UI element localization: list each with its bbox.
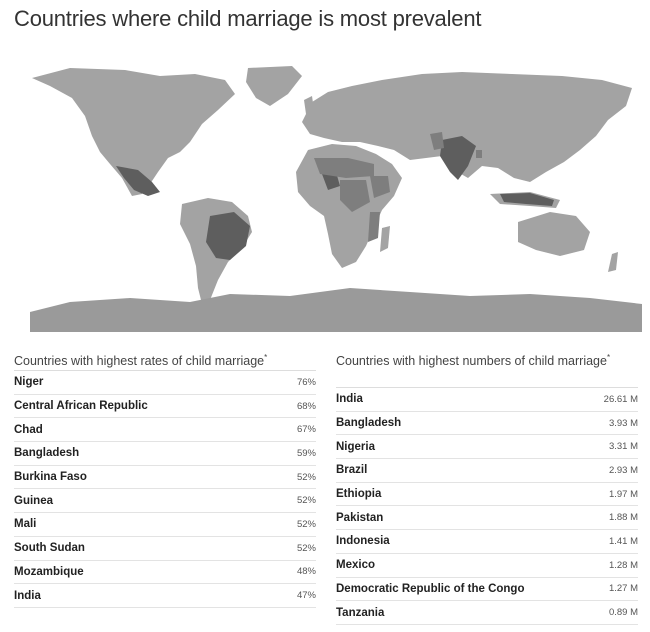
- highlight-central-africa: [340, 180, 370, 212]
- numbers-table-title: Countries with highest numbers of child …: [336, 350, 638, 388]
- rates-table-value: 47%: [296, 590, 316, 602]
- rates-table-row: South Sudan 52%: [14, 537, 316, 561]
- numbers-table-value: 1.97 M: [608, 488, 638, 500]
- highlight-mexico: [116, 166, 160, 196]
- rates-table-row: India 47%: [14, 584, 316, 608]
- antarctica: [30, 288, 642, 332]
- rates-table-country: Burkina Faso: [14, 471, 87, 484]
- numbers-table-value: 1.41 M: [608, 535, 638, 547]
- madagascar: [380, 226, 390, 252]
- numbers-table-country: Democratic Republic of the Congo: [336, 582, 525, 595]
- rates-table-row: Guinea 52%: [14, 489, 316, 514]
- rates-table-row: Mozambique 48%: [14, 561, 316, 585]
- rates-table-rows: Niger 76% Central African Republic 68% Chad 6…: [14, 371, 316, 608]
- numbers-table-country: Ethiopia: [336, 488, 382, 501]
- rates-table-value: 48%: [296, 566, 316, 578]
- numbers-table-rows: India 26.61 M Bangladesh 3.93 M Nigeria 3.31 …: [336, 388, 638, 625]
- highlight-mid-layer: [314, 132, 482, 242]
- rates-table-value: 76%: [296, 376, 316, 388]
- numbers-table-row: Mexico 1.28 M: [336, 554, 638, 578]
- numbers-table-value: 1.28 M: [608, 559, 638, 571]
- north-america: [32, 68, 235, 196]
- highlight-india: [440, 136, 476, 180]
- highlight-sahel: [314, 158, 374, 178]
- numbers-table-row: Indonesia 1.41 M: [336, 530, 638, 554]
- rates-table-title: Countries with highest rates of child ma…: [14, 350, 316, 371]
- rates-table-country: South Sudan: [14, 542, 85, 555]
- rates-table-value: 52%: [296, 495, 316, 507]
- rates-table-value: 52%: [296, 542, 316, 554]
- new-zealand: [608, 252, 618, 272]
- highlight-nigeria: [322, 172, 340, 190]
- rates-table-country: Mali: [14, 518, 37, 531]
- highlight-indonesia: [500, 193, 554, 206]
- rates-table-row: Bangladesh 59%: [14, 442, 316, 466]
- numbers-table-country: Tanzania: [336, 606, 385, 619]
- rates-table-country: Central African Republic: [14, 400, 148, 413]
- highlight-pakistan: [430, 132, 444, 150]
- world-map-svg: [30, 66, 642, 332]
- rates-table: Countries with highest rates of child ma…: [14, 350, 316, 608]
- rates-table-row: Mali 52%: [14, 513, 316, 537]
- rates-table-value: 67%: [296, 424, 316, 436]
- numbers-table-row: Tanzania 0.89 M: [336, 601, 638, 625]
- rates-table-row: Niger 76%: [14, 371, 316, 395]
- numbers-table-country: Mexico: [336, 559, 375, 572]
- numbers-table-value: 1.27 M: [608, 583, 638, 595]
- numbers-table-row: Bangladesh 3.93 M: [336, 412, 638, 436]
- great-britain: [304, 96, 314, 114]
- numbers-table-country: Bangladesh: [336, 417, 402, 430]
- australia: [518, 212, 590, 256]
- numbers-table-row: Brazil 2.93 M: [336, 459, 638, 483]
- numbers-table-country: Nigeria: [336, 440, 375, 453]
- numbers-table-value: 0.89 M: [608, 607, 638, 619]
- numbers-table: Countries with highest numbers of child …: [336, 350, 638, 625]
- rates-table-country: Bangladesh: [14, 447, 80, 460]
- numbers-table-row: Ethiopia 1.97 M: [336, 483, 638, 507]
- rates-table-country: Guinea: [14, 494, 53, 507]
- highlight-brazil: [206, 212, 250, 260]
- highlight-bangladesh: [476, 150, 482, 158]
- rates-table-country: India: [14, 589, 41, 602]
- numbers-table-row: India 26.61 M: [336, 388, 638, 412]
- numbers-table-value: 26.61 M: [603, 393, 638, 405]
- numbers-table-row: Democratic Republic of the Congo 1.27 M: [336, 578, 638, 602]
- rates-table-country: Chad: [14, 423, 43, 436]
- rates-table-value: 59%: [296, 447, 316, 459]
- rates-table-value: 68%: [296, 400, 316, 412]
- numbers-table-row: Nigeria 3.31 M: [336, 435, 638, 460]
- rates-table-country: Mozambique: [14, 565, 84, 578]
- highlight-east-africa: [370, 176, 390, 198]
- highlight-mozambique: [368, 212, 380, 242]
- rates-table-row: Chad 67%: [14, 418, 316, 443]
- numbers-table-row: Pakistan 1.88 M: [336, 506, 638, 531]
- rates-table-row: Central African Republic 68%: [14, 395, 316, 419]
- rates-table-row: Burkina Faso 52%: [14, 466, 316, 490]
- numbers-table-country: Brazil: [336, 464, 368, 477]
- numbers-table-value: 1.88 M: [608, 512, 638, 524]
- numbers-table-country: India: [336, 393, 363, 406]
- numbers-table-value: 2.93 M: [608, 464, 638, 476]
- numbers-table-country: Indonesia: [336, 535, 390, 548]
- greenland: [246, 66, 302, 106]
- numbers-table-value: 3.93 M: [608, 417, 638, 429]
- numbers-table-country: Pakistan: [336, 511, 384, 524]
- highlight-dark-layer: [116, 136, 554, 260]
- numbers-table-value: 3.31 M: [608, 441, 638, 453]
- rates-table-value: 52%: [296, 471, 316, 483]
- rates-table-value: 52%: [296, 518, 316, 530]
- eurasia: [302, 72, 632, 182]
- rates-table-country: Niger: [14, 376, 44, 389]
- page-title: Countries where child marriage is most p…: [14, 6, 482, 31]
- japan: [564, 116, 578, 140]
- world-map: [30, 66, 642, 334]
